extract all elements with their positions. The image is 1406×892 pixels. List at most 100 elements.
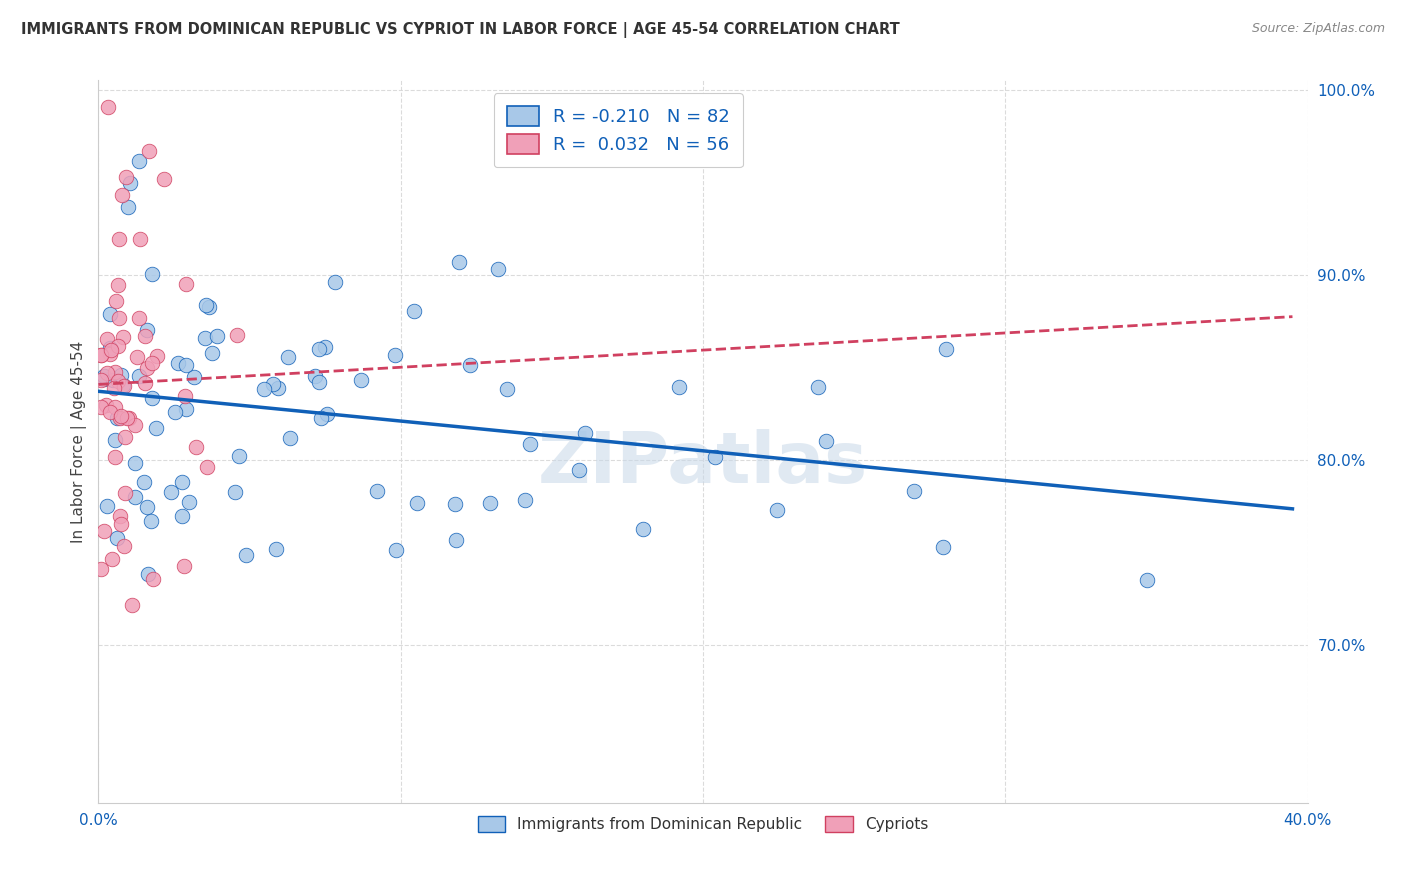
Point [90, 562, 112, 576]
Point [385, 543, 408, 558]
Text: Source: ZipAtlas.com: Source: ZipAtlas.com [1251, 22, 1385, 36]
Point [112, 379, 135, 393]
Point [350, 373, 373, 387]
Point [110, 411, 132, 425]
Point [118, 410, 141, 425]
Point [114, 486, 136, 500]
Point [136, 500, 159, 515]
Point [103, 380, 125, 394]
Point [366, 483, 388, 498]
Point [90, 348, 112, 362]
Point [486, 261, 509, 276]
Point [98, 341, 121, 355]
Point [267, 381, 290, 395]
Point [308, 342, 330, 356]
Point [112, 539, 135, 553]
Text: IMMIGRANTS FROM DOMINICAN REPUBLIC VS CYPRIOT IN LABOR FORCE | AGE 45-54 CORRELA: IMMIGRANTS FROM DOMINICAN REPUBLIC VS CY… [21, 22, 900, 38]
Point [90, 401, 112, 415]
Point [314, 340, 336, 354]
Point [104, 450, 127, 465]
Point [174, 402, 197, 417]
Point [105, 410, 128, 425]
Point [806, 379, 828, 393]
Point [309, 410, 332, 425]
Point [153, 171, 176, 186]
Point [195, 460, 218, 475]
Point [225, 327, 247, 342]
Point [107, 311, 129, 326]
Point [207, 329, 229, 343]
Point [107, 277, 129, 292]
Point [90, 373, 112, 387]
Point [124, 490, 146, 504]
Point [118, 176, 141, 190]
Point [384, 348, 406, 362]
Point [105, 532, 128, 546]
Point [132, 475, 155, 489]
Point [141, 268, 163, 282]
Point [110, 516, 132, 531]
Point [93, 369, 115, 384]
Point [136, 566, 159, 581]
Point [1135, 573, 1157, 587]
Point [115, 170, 138, 185]
Point [108, 232, 131, 246]
Point [111, 329, 134, 343]
Point [104, 365, 127, 379]
Point [704, 450, 727, 464]
Point [107, 374, 129, 388]
Point [121, 599, 143, 613]
Point [932, 540, 955, 554]
Point [174, 389, 197, 403]
Point [112, 377, 135, 392]
Point [253, 382, 276, 396]
Point [98, 347, 121, 361]
Point [145, 420, 167, 434]
Point [163, 405, 186, 419]
Point [170, 475, 193, 489]
Point [170, 509, 193, 524]
Point [101, 373, 124, 387]
Point [111, 188, 134, 202]
Point [141, 391, 163, 405]
Point [97, 100, 120, 114]
Point [308, 375, 330, 389]
Point [128, 369, 150, 384]
Point [668, 380, 690, 394]
Point [278, 431, 301, 445]
Point [100, 343, 122, 357]
Point [444, 533, 467, 548]
Point [134, 329, 156, 343]
Point [568, 463, 591, 477]
Point [93, 524, 115, 539]
Point [197, 300, 219, 314]
Point [141, 356, 163, 370]
Point [496, 382, 519, 396]
Point [128, 310, 150, 325]
Point [160, 485, 183, 500]
Point [104, 400, 127, 414]
Point [138, 144, 160, 158]
Point [141, 514, 163, 528]
Point [935, 343, 957, 357]
Point [96, 332, 118, 346]
Point [101, 552, 124, 566]
Point [96, 366, 118, 380]
Point [264, 542, 287, 557]
Point [146, 349, 169, 363]
Point [460, 358, 482, 372]
Point [574, 426, 596, 441]
Point [94, 398, 117, 412]
Point [136, 360, 159, 375]
Point [277, 351, 299, 365]
Point [765, 502, 787, 516]
Point [173, 558, 195, 573]
Point [142, 572, 165, 586]
Point [127, 350, 149, 364]
Point [124, 456, 146, 470]
Point [110, 368, 132, 382]
Point [124, 418, 146, 433]
Legend: Immigrants from Dominican Republic, Cypriots: Immigrants from Dominican Republic, Cypr… [471, 810, 935, 838]
Point [107, 339, 129, 353]
Point [515, 493, 537, 508]
